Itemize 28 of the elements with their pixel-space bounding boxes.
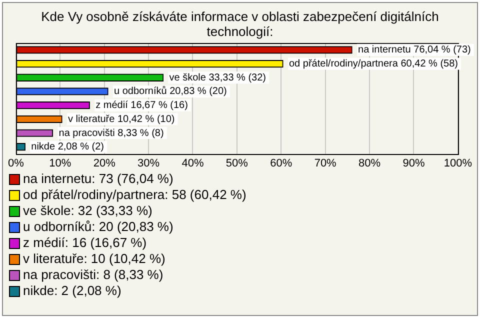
data-label: z médií 16,67 % (16) <box>96 100 188 112</box>
legend-label: u odborníků: 20 (20,83 %) <box>23 219 174 235</box>
x-tick-label: 0% <box>8 157 24 170</box>
data-label: v literatuře 10,42 % (10) <box>68 114 175 125</box>
data-label: od přátel/rodiny/partnera 60,42 % (58) <box>288 58 458 70</box>
data-label: nikde 2,08 % (2) <box>31 142 104 153</box>
legend-label: z médií: 16 (16,67 %) <box>23 235 147 251</box>
x-tick-label: 90% <box>402 157 425 170</box>
x-tick-label: 20% <box>93 157 116 170</box>
legend-label: na internetu: 73 (76,04 %) <box>23 171 174 187</box>
chart-title: Kde Vy osobně získáváte informace v oblasti zabezpečení digitálních technologií: <box>40 8 440 39</box>
x-tick-label: 100% <box>444 157 472 170</box>
legend-label: od přátel/rodiny/partnera: 58 (60,42 %) <box>23 187 246 203</box>
x-tick-label: 80% <box>358 157 381 170</box>
data-label: ve škole 33,33 % (32) <box>169 72 266 84</box>
data-label: na internetu 76,04 % (73) <box>358 44 471 56</box>
x-tick-label: 60% <box>270 157 292 170</box>
legend-label: ve škole: 32 (33,33 %) <box>23 203 152 219</box>
x-tick-label: 50% <box>226 157 248 170</box>
legend-label: nikde: 2 (2,08 %) <box>23 283 122 299</box>
x-tick-label: 40% <box>182 157 204 170</box>
x-tick-label: 10% <box>49 157 72 170</box>
data-label: u odborníků 20,83 % (20) <box>114 85 227 98</box>
x-tick-label: 70% <box>314 157 337 170</box>
legend-label: na pracovišti: 8 (8,33 %) <box>23 267 164 283</box>
legend-label: v literatuře: 10 (10,42 %) <box>23 251 166 267</box>
x-tick-label: 30% <box>138 157 160 170</box>
data-label: na pracovišti 8,33 % (8) <box>58 128 164 139</box>
